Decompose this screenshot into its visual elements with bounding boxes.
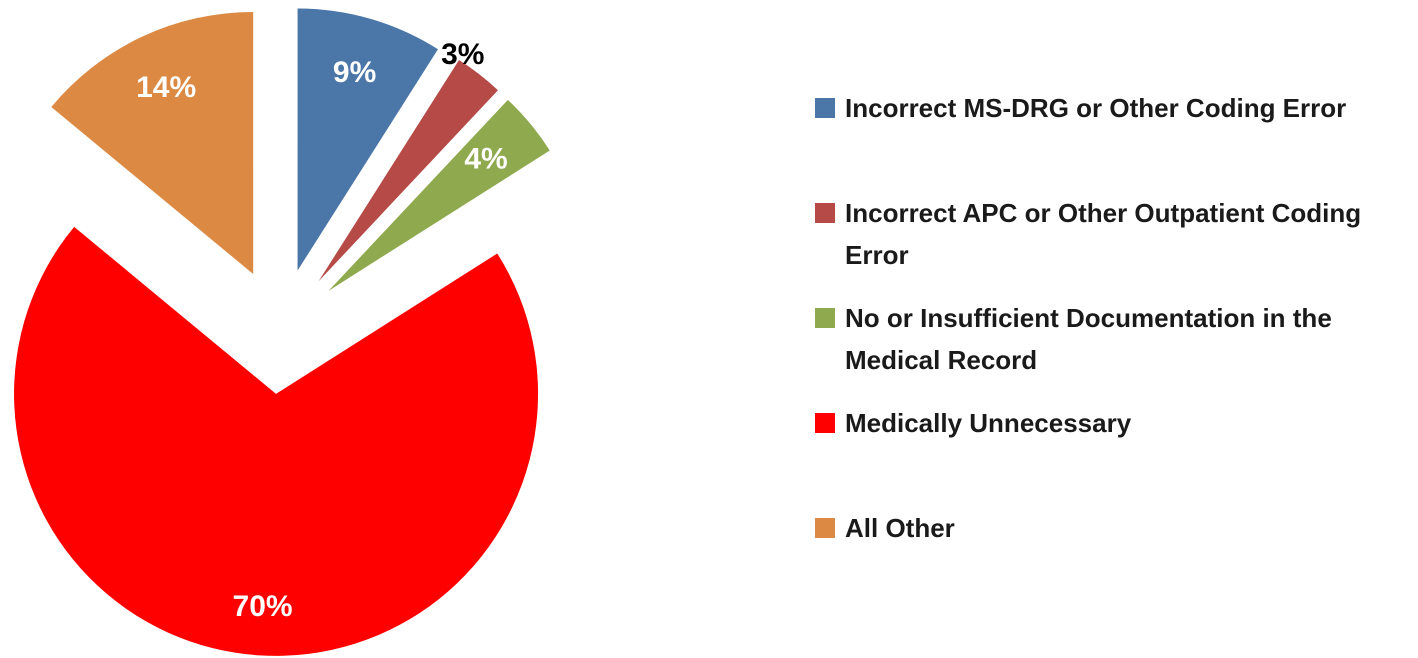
- pie-slice: [14, 226, 539, 656]
- legend-swatch: [815, 518, 835, 538]
- legend-label: No or Insufficient Documentation in the …: [845, 303, 1332, 375]
- pie-slice: [318, 60, 498, 282]
- legend-label: Medically Unnecessary: [845, 408, 1132, 438]
- legend-label: All Other: [845, 513, 955, 543]
- data-label: 3%: [441, 38, 484, 71]
- data-label: 70%: [233, 590, 293, 623]
- legend-item: Incorrect APC or Other Outpatient Coding…: [815, 193, 1405, 298]
- data-label: 9%: [333, 56, 376, 89]
- legend-item: All Other: [815, 508, 1405, 613]
- legend-item: No or Insufficient Documentation in the …: [815, 298, 1405, 403]
- legend-swatch: [815, 203, 835, 223]
- legend-label: Incorrect APC or Other Outpatient Coding…: [845, 198, 1362, 270]
- legend-swatch: [815, 413, 835, 433]
- legend-item: Medically Unnecessary: [815, 403, 1405, 508]
- legend-item: Incorrect MS-DRG or Other Coding Error: [815, 88, 1405, 193]
- data-label: 14%: [136, 71, 196, 104]
- pie-slice: [297, 8, 438, 271]
- legend: Incorrect MS-DRG or Other Coding Error In…: [815, 88, 1405, 613]
- legend-swatch: [815, 308, 835, 328]
- pie-slice: [51, 11, 254, 274]
- legend-label: Incorrect MS-DRG or Other Coding Error: [845, 93, 1347, 123]
- pie-slice: [328, 99, 550, 291]
- data-label: 4%: [464, 143, 507, 176]
- chart: 9% 3% 4% 70% 14%: [14, 8, 550, 656]
- legend-swatch: [815, 98, 835, 118]
